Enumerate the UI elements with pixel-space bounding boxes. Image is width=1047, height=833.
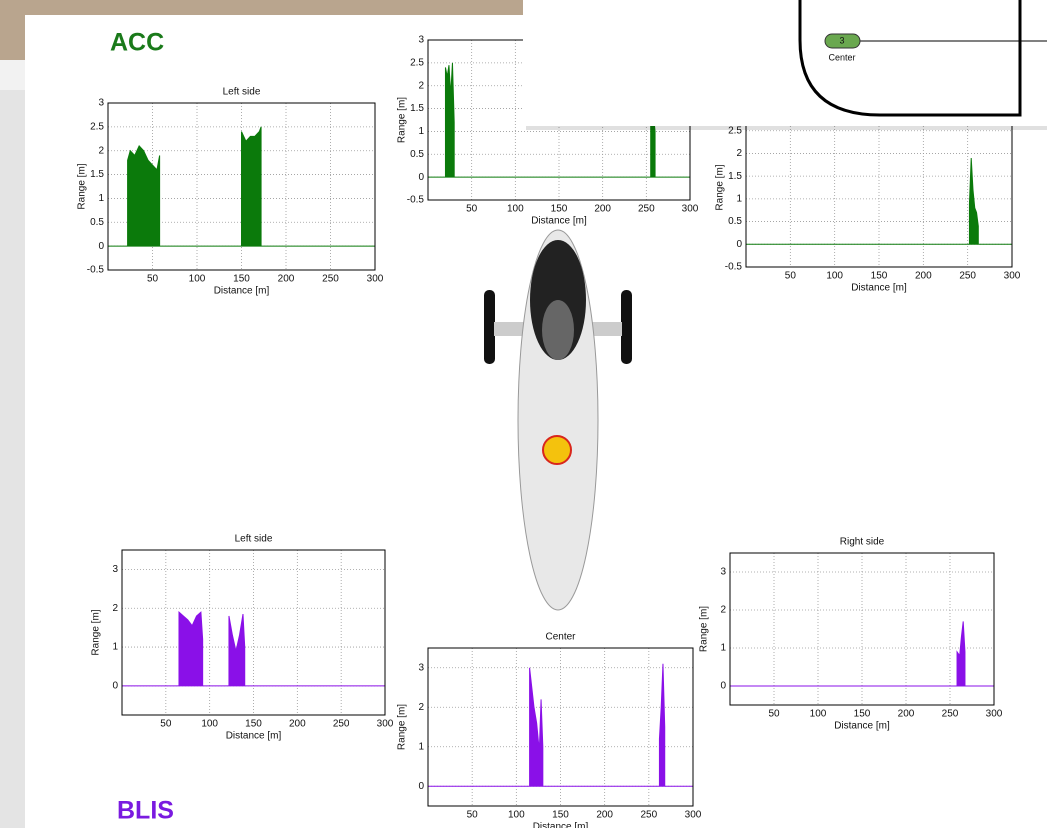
chart-title: Right side bbox=[840, 537, 885, 548]
overlay-window: 3 Center bbox=[523, 0, 1047, 130]
x-tick-label: 50 bbox=[768, 709, 780, 720]
chart-title: Center bbox=[545, 632, 576, 643]
x-tick-label: 250 bbox=[640, 810, 657, 821]
x-tick-label: 150 bbox=[551, 204, 568, 215]
x-axis-label: Distance [m] bbox=[851, 283, 907, 294]
x-tick-label: 100 bbox=[189, 274, 206, 285]
x-tick-label: 300 bbox=[1004, 271, 1021, 282]
y-tick-label: 0.5 bbox=[90, 217, 104, 228]
x-tick-label: 200 bbox=[596, 810, 613, 821]
y-tick-label: 0.5 bbox=[410, 149, 424, 160]
x-tick-label: 250 bbox=[638, 204, 655, 215]
x-tick-label: 250 bbox=[333, 719, 350, 730]
x-tick-label: 50 bbox=[160, 719, 172, 730]
y-tick-label: -0.5 bbox=[87, 265, 105, 276]
x-tick-label: 300 bbox=[367, 274, 384, 285]
y-tick-label: 0.5 bbox=[728, 216, 742, 227]
y-tick-label: 1 bbox=[112, 642, 118, 653]
x-axis-label: Distance [m] bbox=[834, 721, 890, 732]
y-tick-label: 2 bbox=[720, 605, 726, 616]
y-tick-label: 3 bbox=[418, 35, 424, 46]
y-tick-label: 1 bbox=[736, 193, 742, 204]
y-tick-label: 2.5 bbox=[90, 121, 104, 132]
left-strip bbox=[0, 90, 25, 828]
y-tick-label: 3 bbox=[418, 662, 424, 673]
x-tick-label: 100 bbox=[507, 204, 524, 215]
y-tick-label: 2 bbox=[418, 702, 424, 713]
x-tick-label: 250 bbox=[942, 709, 959, 720]
x-tick-label: 50 bbox=[785, 271, 797, 282]
x-tick-label: 100 bbox=[201, 719, 218, 730]
y-tick-label: 1.5 bbox=[410, 103, 424, 114]
y-tick-label: 0 bbox=[720, 681, 726, 692]
y-tick-label: 1 bbox=[418, 126, 424, 137]
x-tick-label: 200 bbox=[898, 709, 915, 720]
seat bbox=[542, 300, 574, 360]
x-tick-label: 150 bbox=[245, 719, 262, 730]
y-tick-label: -0.5 bbox=[725, 262, 743, 273]
heading-blis: BLIS bbox=[117, 797, 174, 825]
y-axis-label: Range [m] bbox=[699, 606, 710, 652]
wheel bbox=[484, 290, 495, 364]
y-tick-label: 0 bbox=[98, 241, 104, 252]
x-tick-label: 100 bbox=[810, 709, 827, 720]
x-axis-label: Distance [m] bbox=[226, 731, 282, 742]
chart-title: Left side bbox=[223, 87, 261, 98]
y-axis-label: Range [m] bbox=[77, 163, 88, 209]
y-tick-label: 1 bbox=[418, 741, 424, 752]
x-axis-label: Distance [m] bbox=[214, 286, 270, 297]
x-tick-label: 200 bbox=[915, 271, 932, 282]
y-tick-label: 3 bbox=[98, 98, 104, 109]
x-tick-label: 300 bbox=[986, 709, 1003, 720]
x-tick-label: 50 bbox=[147, 274, 159, 285]
heading-acc: ACC bbox=[110, 29, 164, 57]
x-tick-label: 300 bbox=[377, 719, 394, 730]
x-tick-label: 300 bbox=[682, 204, 699, 215]
x-tick-label: 200 bbox=[278, 274, 295, 285]
x-tick-label: 300 bbox=[685, 810, 702, 821]
x-tick-label: 200 bbox=[289, 719, 306, 730]
y-tick-label: -0.5 bbox=[407, 195, 425, 206]
page: ACC BLIS 50100150200250300-0.500.511.522… bbox=[0, 0, 1047, 828]
x-tick-label: 150 bbox=[854, 709, 871, 720]
y-tick-label: 1 bbox=[720, 643, 726, 654]
y-axis-label: Range [m] bbox=[397, 97, 408, 143]
y-tick-label: 0 bbox=[736, 239, 742, 250]
x-tick-label: 50 bbox=[467, 810, 479, 821]
x-tick-label: 50 bbox=[466, 204, 478, 215]
logo bbox=[543, 436, 571, 464]
y-tick-label: 2 bbox=[736, 148, 742, 159]
y-tick-label: 0 bbox=[112, 681, 118, 692]
y-tick-label: 0 bbox=[418, 172, 424, 183]
y-tick-label: 1.5 bbox=[90, 169, 104, 180]
slide: ACC BLIS 50100150200250300-0.500.511.522… bbox=[0, 0, 1047, 828]
x-tick-label: 150 bbox=[233, 274, 250, 285]
window bbox=[523, 0, 1047, 126]
y-axis-label: Range [m] bbox=[715, 164, 726, 210]
y-axis-label: Range [m] bbox=[397, 704, 408, 750]
x-tick-label: 250 bbox=[322, 274, 339, 285]
x-tick-label: 250 bbox=[959, 271, 976, 282]
x-tick-label: 150 bbox=[871, 271, 888, 282]
x-tick-label: 200 bbox=[594, 204, 611, 215]
y-tick-label: 2.5 bbox=[410, 57, 424, 68]
x-axis-label: Distance [m] bbox=[531, 216, 587, 227]
y-tick-label: 0 bbox=[418, 781, 424, 792]
y-tick-label: 1.5 bbox=[728, 171, 742, 182]
node-number: 3 bbox=[839, 35, 844, 45]
y-tick-label: 3 bbox=[112, 564, 118, 575]
y-tick-label: 2 bbox=[112, 603, 118, 614]
y-tick-label: 1 bbox=[98, 193, 104, 204]
x-tick-label: 100 bbox=[826, 271, 843, 282]
y-tick-label: 3 bbox=[720, 567, 726, 578]
chart-title: Left side bbox=[235, 534, 273, 545]
x-axis-label: Distance [m] bbox=[533, 822, 589, 828]
y-axis-label: Range [m] bbox=[91, 609, 102, 655]
y-tick-label: 2 bbox=[98, 145, 104, 156]
node-label: Center bbox=[828, 52, 855, 62]
x-tick-label: 150 bbox=[552, 810, 569, 821]
y-tick-label: 2 bbox=[418, 80, 424, 91]
wheel bbox=[621, 290, 632, 364]
x-tick-label: 100 bbox=[508, 810, 525, 821]
